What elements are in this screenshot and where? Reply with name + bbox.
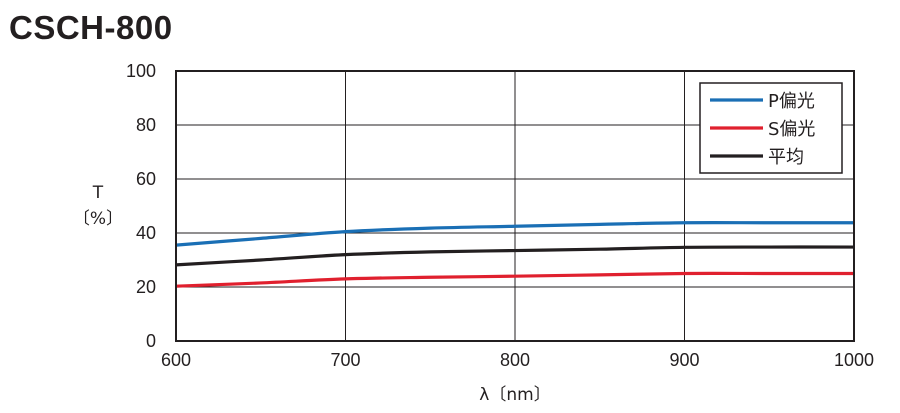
tick-labels: 600 700 800 900 1000 0 20 40 60 80 100 — [126, 61, 874, 370]
y-axis-label: T — [92, 183, 104, 203]
y-tick-label: 80 — [136, 115, 156, 135]
series-lines — [175, 221, 855, 288]
y-axis-label: 〔%〕 — [73, 209, 123, 229]
y-tick-label: 0 — [146, 331, 156, 351]
legend-label: P偏光 — [768, 91, 815, 112]
legend-label: 平均 — [768, 147, 804, 168]
x-axis-label: λ〔nm〕 — [479, 385, 550, 405]
y-tick-label: 60 — [136, 169, 156, 189]
x-tick-label: 900 — [669, 350, 699, 370]
series-line-0 — [175, 221, 854, 247]
axis-labels: λ〔nm〕 T 〔%〕 — [73, 183, 551, 405]
y-tick-label: 100 — [126, 61, 156, 81]
y-tick-label: 20 — [136, 277, 156, 297]
x-tick-label: 700 — [330, 350, 360, 370]
plot-frame — [175, 70, 855, 342]
x-tick-label: 800 — [500, 350, 530, 370]
x-tick-label: 600 — [161, 350, 191, 370]
x-tick-label: 1000 — [834, 350, 874, 370]
legend-label: S偏光 — [768, 119, 815, 140]
series-line-1 — [175, 271, 854, 288]
y-tick-label: 40 — [136, 223, 156, 243]
chart-title: CSCH-800 — [9, 9, 173, 46]
series-line-2 — [175, 245, 855, 267]
